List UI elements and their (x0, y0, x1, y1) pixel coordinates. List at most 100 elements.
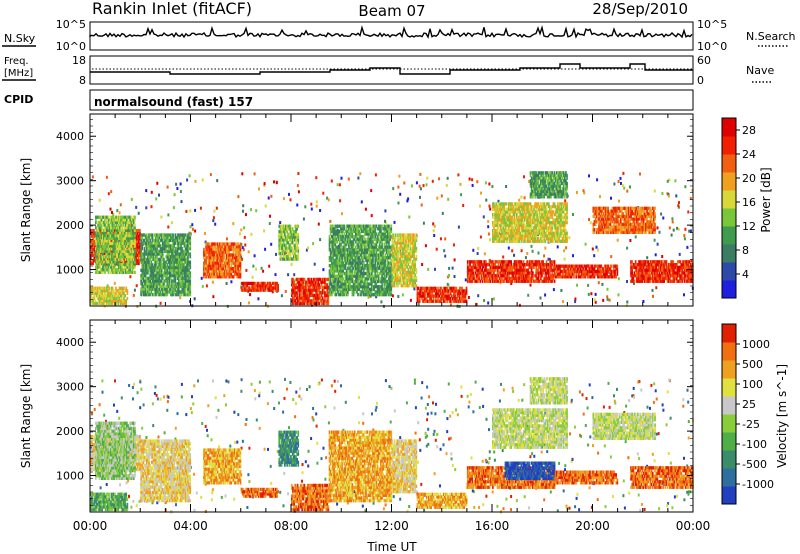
range-gate-cell (281, 224, 284, 228)
range-gate-cell (368, 229, 371, 233)
range-gate-cell (160, 263, 163, 267)
range-gate-cell (150, 290, 153, 294)
range-gate-cell (391, 268, 394, 272)
scatter-cell (212, 219, 215, 223)
range-gate-cell (112, 220, 114, 225)
range-gate-cell (352, 258, 355, 262)
range-gate-cell (348, 261, 350, 265)
range-gate-cell (184, 241, 187, 245)
range-gate-cell (332, 266, 334, 270)
range-gate-cell (334, 227, 337, 231)
range-gate-cell (328, 258, 331, 262)
scatter-cell (105, 175, 108, 179)
range-gate-cell (369, 232, 372, 236)
scatter-cell (380, 300, 383, 304)
range-gate-cell (173, 274, 176, 278)
range-gate-cell (215, 258, 218, 263)
range-gate-cell (165, 238, 168, 243)
range-gate-cell (362, 282, 365, 286)
range-gate-cell (167, 252, 170, 256)
range-gate-cell (134, 270, 136, 274)
range-gate-cell (394, 273, 397, 277)
range-gate-cell (204, 258, 206, 263)
range-gate-cell (223, 269, 226, 273)
range-gate-cell (343, 237, 346, 241)
range-gate-cell (143, 274, 146, 278)
range-gate-cell (227, 258, 229, 263)
range-gate-cell (90, 296, 92, 301)
range-gate-cell (99, 262, 102, 267)
range-gate-cell (114, 241, 117, 246)
range-gate-cell (107, 294, 109, 298)
scatter-cell (393, 220, 396, 224)
range-gate-cell (127, 255, 129, 259)
scatter-cell (477, 294, 480, 298)
range-gate-cell (359, 269, 362, 273)
range-gate-cell (122, 286, 124, 290)
range-gate-cell (232, 261, 235, 265)
range-gate-cell (372, 227, 374, 231)
range-gate-cell (152, 244, 155, 248)
range-gate-cell (378, 242, 381, 247)
range-gate-cell (297, 296, 300, 300)
range-gate-cell (220, 264, 222, 268)
range-gate-cell (213, 258, 215, 263)
range-gate-cell (307, 291, 309, 295)
range-gate-cell (107, 289, 109, 293)
range-gate-cell (221, 253, 223, 257)
range-gate-cell (383, 258, 386, 262)
range-gate-cell (118, 257, 120, 261)
scatter-cell (617, 293, 620, 297)
range-gate-cell (224, 264, 227, 268)
range-gate-cell (152, 274, 155, 278)
range-gate-cell (271, 286, 274, 290)
range-gate-cell (340, 285, 342, 289)
range-gate-cell (181, 271, 184, 275)
range-gate-cell (372, 261, 374, 265)
range-gate-cell (295, 227, 297, 231)
range-gate-cell (180, 263, 182, 267)
range-gate-cell (110, 299, 113, 303)
range-gate-cell (121, 215, 124, 219)
scatter-cell (613, 182, 616, 186)
range-gate-cell (356, 279, 358, 284)
scatter-cell (511, 249, 514, 253)
range-gate-cell (101, 244, 104, 248)
range-gate-cell (92, 240, 94, 244)
range-gate-cell (180, 282, 182, 286)
range-gate-cell (101, 286, 104, 290)
range-gate-cell (294, 235, 296, 239)
range-gate-cell (150, 271, 153, 275)
range-gate-cell (296, 296, 299, 300)
range-gate-cell (353, 229, 356, 233)
range-gate-cell (384, 287, 387, 291)
range-gate-cell (355, 240, 357, 244)
range-gate-cell (243, 281, 245, 286)
range-gate-cell (264, 284, 267, 288)
range-gate-cell (169, 249, 172, 253)
range-gate-cell (138, 240, 140, 244)
range-gate-cell (231, 261, 234, 265)
range-gate-cell (154, 274, 156, 278)
range-gate-cell (279, 232, 282, 237)
range-gate-cell (324, 285, 326, 290)
scatter-cell (560, 289, 563, 292)
range-gate-cell (355, 224, 357, 228)
range-gate-cell (146, 293, 148, 297)
range-gate-cell (253, 288, 255, 292)
range-gate-cell (321, 299, 324, 303)
scatter-cell (606, 287, 609, 291)
range-gate-cell (150, 287, 153, 291)
range-gate-cell (297, 238, 300, 242)
range-gate-cell (341, 282, 343, 286)
range-gate-cell (128, 270, 130, 274)
range-gate-cell (366, 266, 369, 270)
range-gate-cell (182, 241, 185, 245)
range-gate-cell (146, 247, 148, 251)
range-gate-cell (103, 262, 105, 267)
range-gate-cell (367, 266, 370, 270)
range-gate-cell (341, 285, 343, 289)
range-gate-cell (333, 227, 335, 231)
range-gate-cell (224, 250, 227, 254)
range-gate-cell (158, 271, 161, 275)
